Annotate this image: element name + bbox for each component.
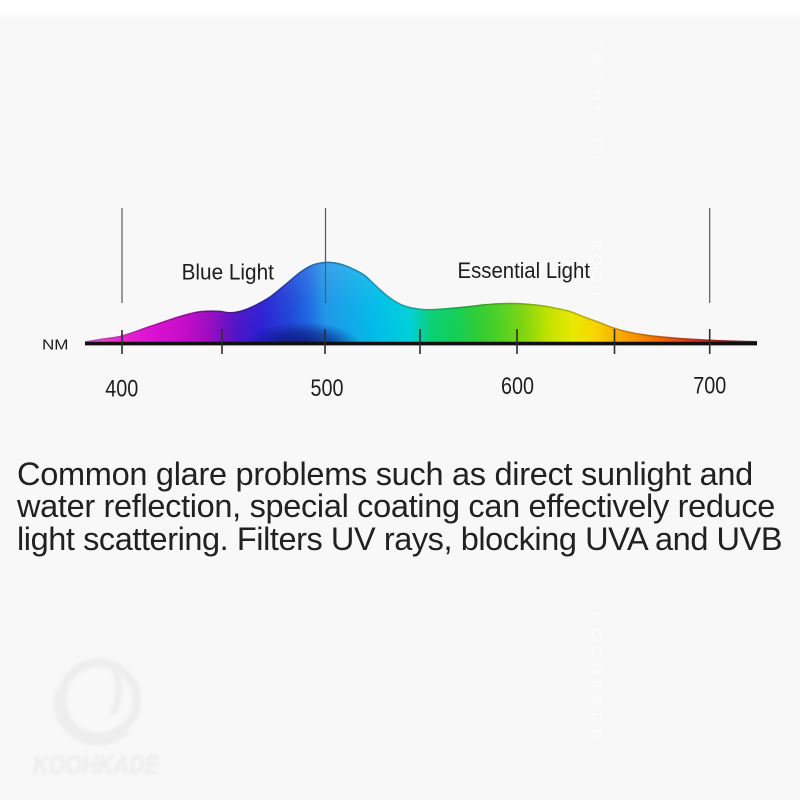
- svg-text:KOOHKADE: KOOHKADE: [33, 750, 160, 780]
- svg-text:NM: NM: [42, 336, 69, 353]
- svg-text:500: 500: [311, 375, 344, 402]
- svg-text:KOOHKADE: KOOHKADE: [589, 38, 606, 171]
- svg-text:400: 400: [105, 376, 138, 403]
- svg-text:Essential Light: Essential Light: [458, 258, 591, 283]
- svg-text:600: 600: [501, 373, 534, 400]
- svg-text:Blue Light: Blue Light: [182, 260, 274, 285]
- svg-text:700: 700: [693, 373, 726, 400]
- svg-text:KOOH: KOOH: [588, 240, 605, 300]
- svg-text:KOOHKADE: KOOHKADE: [588, 612, 605, 745]
